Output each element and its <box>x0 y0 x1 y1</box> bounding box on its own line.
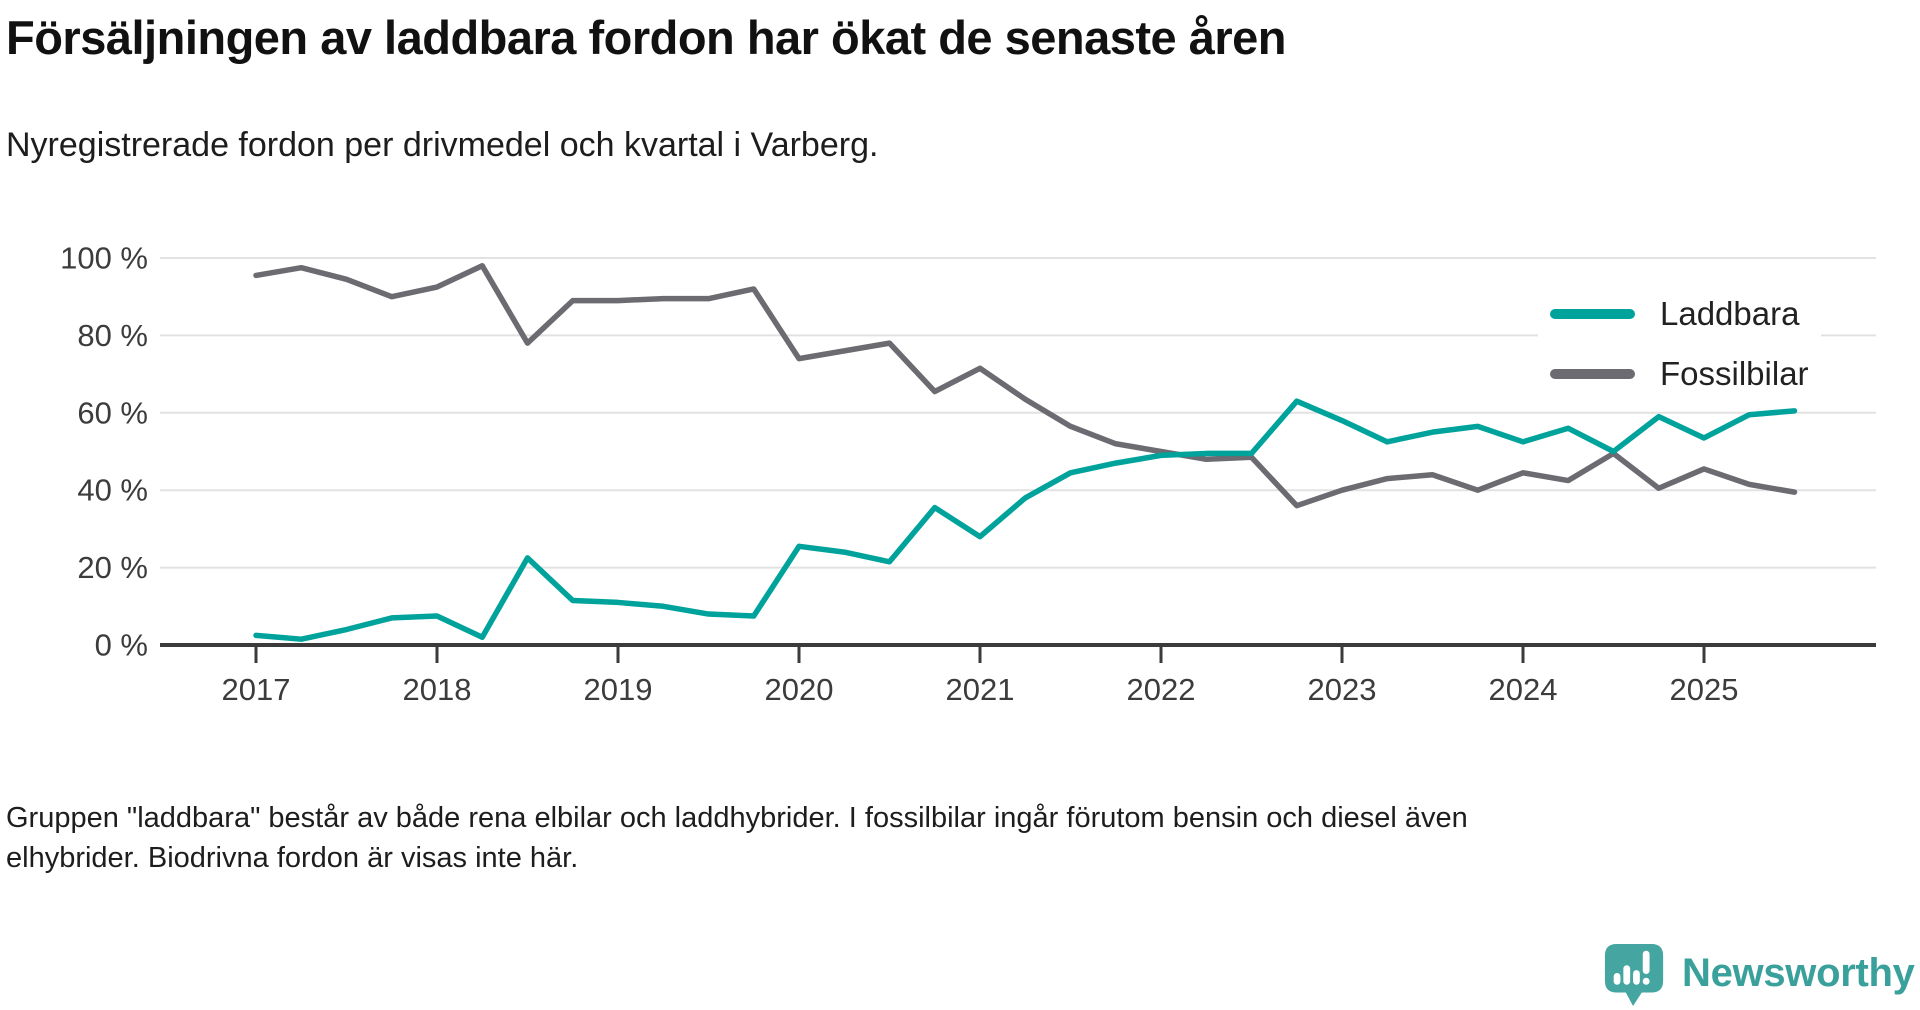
chart-legend: Laddbara Fossilbilar <box>1538 291 1821 411</box>
laddbara-line-swatch <box>1550 309 1635 319</box>
legend-label: Fossilbilar <box>1660 355 1809 392</box>
x-tick-label: 2018 <box>403 672 472 707</box>
newsworthy-logo: Newsworthy <box>1603 941 1915 1009</box>
page-title: Försäljningen av laddbara fordon har öka… <box>6 11 1287 64</box>
x-tick-label: 2024 <box>1489 672 1558 707</box>
y-tick-label: 80 % <box>77 318 148 353</box>
x-tick-label: 2017 <box>222 672 291 707</box>
x-tick-label: 2025 <box>1670 672 1739 707</box>
y-tick-label: 60 % <box>77 395 148 430</box>
series-line-fossilbilar <box>253 262 1798 509</box>
x-tick-label: 2021 <box>946 672 1015 707</box>
legend-item-fossilbilar: Fossilbilar <box>1538 351 1821 397</box>
series-line-laddbara <box>253 398 1798 642</box>
line-chart: 0 % 20 % 40 % 60 % 80 % 100 % 2017 2018 2019 2020… <box>60 241 1876 707</box>
y-tick-label: 0 % <box>95 628 148 663</box>
newsworthy-logo-text: Newsworthy <box>1682 951 1915 995</box>
newsworthy-logo-icon <box>1604 943 1664 1007</box>
page-subtitle: Nyregistrerade fordon per drivmedel och … <box>6 126 879 164</box>
footnote: Gruppen "laddbara" består av både rena e… <box>6 798 1468 878</box>
x-tick-label: 2022 <box>1127 672 1196 707</box>
footnote-line-1: Gruppen "laddbara" består av både rena e… <box>6 802 1468 834</box>
x-tick-label: 2020 <box>765 672 834 707</box>
legend-label: Laddbara <box>1660 295 1800 332</box>
y-tick-label: 40 % <box>77 473 148 508</box>
chart-area: 0 % 20 % 40 % 60 % 80 % 100 % 2017 2018 2019 2020… <box>0 195 1920 725</box>
footnote-line-2: elhybrider. Biodrivna fordon är visas in… <box>6 842 579 874</box>
legend-item-laddbara: Laddbara <box>1538 291 1821 337</box>
y-tick-label: 100 % <box>60 241 148 276</box>
fossilbilar-line-swatch <box>1550 369 1635 379</box>
x-tick-label: 2023 <box>1308 672 1377 707</box>
x-tick-label: 2019 <box>584 672 653 707</box>
y-tick-label: 20 % <box>77 550 148 585</box>
